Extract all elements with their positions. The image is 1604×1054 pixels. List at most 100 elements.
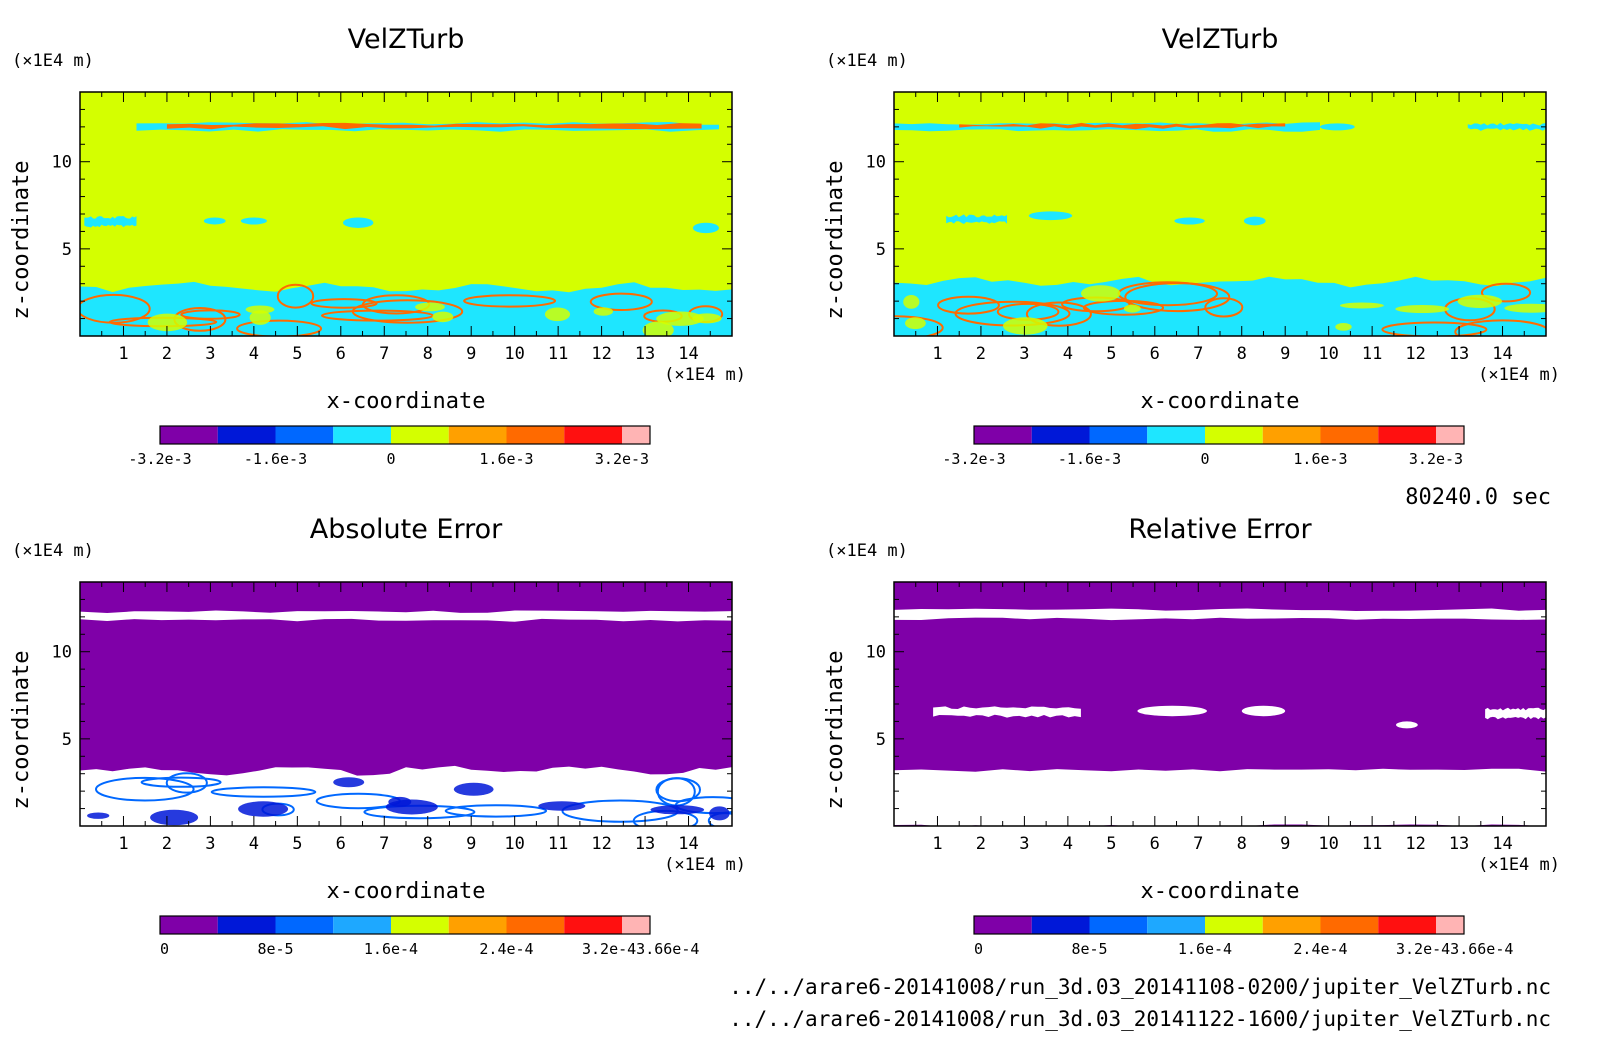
colorbar-swatch xyxy=(160,426,218,444)
y-tick-label: 5 xyxy=(876,730,886,750)
x-tick-label: 4 xyxy=(1063,834,1073,854)
x-axis-label: x-coordinate xyxy=(1141,389,1300,414)
turbulence-arc xyxy=(655,777,702,803)
x-tick-label: 12 xyxy=(1405,834,1425,854)
y-axis-label: z-coordinate xyxy=(9,651,34,810)
x-tick-label: 12 xyxy=(591,834,611,854)
turbulence-patch xyxy=(1003,317,1048,335)
x-tick-label: 13 xyxy=(1449,834,1469,854)
colorbar-tick-label: -3.2e-3 xyxy=(128,450,191,468)
x-tick-label: 2 xyxy=(976,834,986,854)
colorbar-swatch xyxy=(974,916,1032,934)
turbulence-patch xyxy=(249,310,271,325)
y-unit-label: (×1E4 m) xyxy=(12,541,94,561)
turbulence-patch xyxy=(709,806,730,821)
turbulence-patch xyxy=(147,313,188,332)
colorbar-frame xyxy=(973,915,1465,935)
chart-panel-4: Relative Error(×1E4 m)1 2 3 4 5 6 7 8 9 10 11 12 13 1… xyxy=(823,514,1560,958)
colorbar-swatch xyxy=(1436,426,1464,444)
turbulence-patch xyxy=(415,302,445,312)
turbulence-patch xyxy=(692,313,722,324)
turbulence-patch xyxy=(1504,303,1546,313)
colorbar-swatch xyxy=(974,426,1032,444)
turbulence-patch xyxy=(245,305,275,314)
x-tick-label: 9 xyxy=(1280,344,1290,364)
colorbar-tick-label: 2.4e-4 xyxy=(1293,940,1347,958)
x-tick-label: 6 xyxy=(336,344,346,364)
x-tick-label: 2 xyxy=(162,834,172,854)
x-tick-label: 11 xyxy=(548,834,568,854)
turbulence-arc xyxy=(1381,321,1488,336)
x-tick-label: 3 xyxy=(205,344,215,364)
turbulence-arc xyxy=(210,786,317,798)
x-unit-label: (×1E4 m) xyxy=(664,855,746,875)
turbulence-patch xyxy=(1395,305,1450,313)
colorbar-frame xyxy=(159,425,651,445)
colorbar-swatch xyxy=(1320,426,1379,444)
x-tick-label: 8 xyxy=(1237,344,1247,364)
plot-area xyxy=(894,92,1546,336)
colorbar-swatch xyxy=(1089,916,1148,934)
turbulence-arc xyxy=(180,309,241,320)
colorbar-swatch xyxy=(1378,916,1436,934)
colorbar-swatch xyxy=(622,426,650,444)
turbulence-arc xyxy=(1454,319,1546,336)
x-tick-label: 8 xyxy=(423,834,433,854)
contour-band-0 xyxy=(894,608,1546,621)
contour-blob-7 xyxy=(1243,216,1266,226)
x-tick-label: 5 xyxy=(1106,344,1116,364)
x-tick-label: 14 xyxy=(1492,834,1512,854)
contour-band-6 xyxy=(894,768,1546,826)
colorbar: 0 8e-5 1.6e-4 2.4e-4 3.2e-43.66e-4 xyxy=(159,915,699,958)
y-tick-label: 10 xyxy=(866,643,886,663)
y-tick-label: 10 xyxy=(52,643,72,663)
colorbar-swatch xyxy=(1147,916,1205,934)
contour-band-4 xyxy=(946,214,1007,224)
contour-blob-2 xyxy=(1137,705,1207,717)
contour-blob-6 xyxy=(692,222,719,234)
colorbar-swatch xyxy=(622,916,650,934)
file-path-1: ../../arare6-20141008/run_3d.03_20141108… xyxy=(729,975,1551,999)
colorbar-tick-label: 0 xyxy=(160,940,169,958)
y-tick-label: 10 xyxy=(52,153,72,173)
turbulence-patch xyxy=(333,777,365,788)
x-tick-label: 9 xyxy=(1280,834,1290,854)
contour-blob-3 xyxy=(203,217,226,225)
y-axis-label: z-coordinate xyxy=(823,161,848,320)
y-axis-label: z-coordinate xyxy=(823,651,848,810)
contour-blob-5 xyxy=(342,217,374,228)
colorbar-swatch xyxy=(448,916,507,934)
colorbar-swatch xyxy=(275,916,334,934)
panels-group: VelZTurb(×1E4 m)1 2 3 4 5 6 7 8 9 10 11 12 13 14510(×… xyxy=(9,24,1560,958)
colorbar-tick-label: 0 xyxy=(974,940,983,958)
colorbar-tick-label: 3.2e-3 xyxy=(1409,450,1463,468)
colorbar-swatch xyxy=(1320,916,1379,934)
colorbar-tick-label: -1.6e-3 xyxy=(1058,450,1121,468)
turbulent-layer xyxy=(894,276,1546,336)
colorbar-swatch xyxy=(160,916,218,934)
turbulence-arc xyxy=(463,294,557,308)
x-tick-label: 2 xyxy=(976,344,986,364)
colorbar-swatch xyxy=(391,426,449,444)
turbulence-arc xyxy=(95,776,195,802)
x-tick-label: 5 xyxy=(292,834,302,854)
x-tick-label: 14 xyxy=(1492,344,1512,364)
turbulence-patch xyxy=(432,311,454,323)
plot-area xyxy=(894,582,1546,826)
x-tick-label: 13 xyxy=(635,834,655,854)
colorbar-swatch xyxy=(1205,916,1263,934)
colorbar-tick-label: 0 xyxy=(1200,450,1209,468)
x-unit-label: (×1E4 m) xyxy=(1478,365,1560,385)
contour-band-1 xyxy=(933,706,1081,718)
colorbar: -3.2e-3 -1.6e-3 0 1.6e-3 3.2e-3 xyxy=(942,425,1465,468)
x-tick-label: 9 xyxy=(466,344,476,364)
x-axis-label: x-coordinate xyxy=(1141,879,1300,904)
y-unit-label: (×1E4 m) xyxy=(826,51,908,71)
turbulence-patch xyxy=(453,782,494,796)
chart-title: Relative Error xyxy=(1128,514,1312,545)
x-tick-label: 10 xyxy=(504,834,524,854)
contour-blob-4 xyxy=(1396,721,1418,729)
x-tick-label: 11 xyxy=(1362,834,1382,854)
turbulence-patch xyxy=(642,321,674,336)
